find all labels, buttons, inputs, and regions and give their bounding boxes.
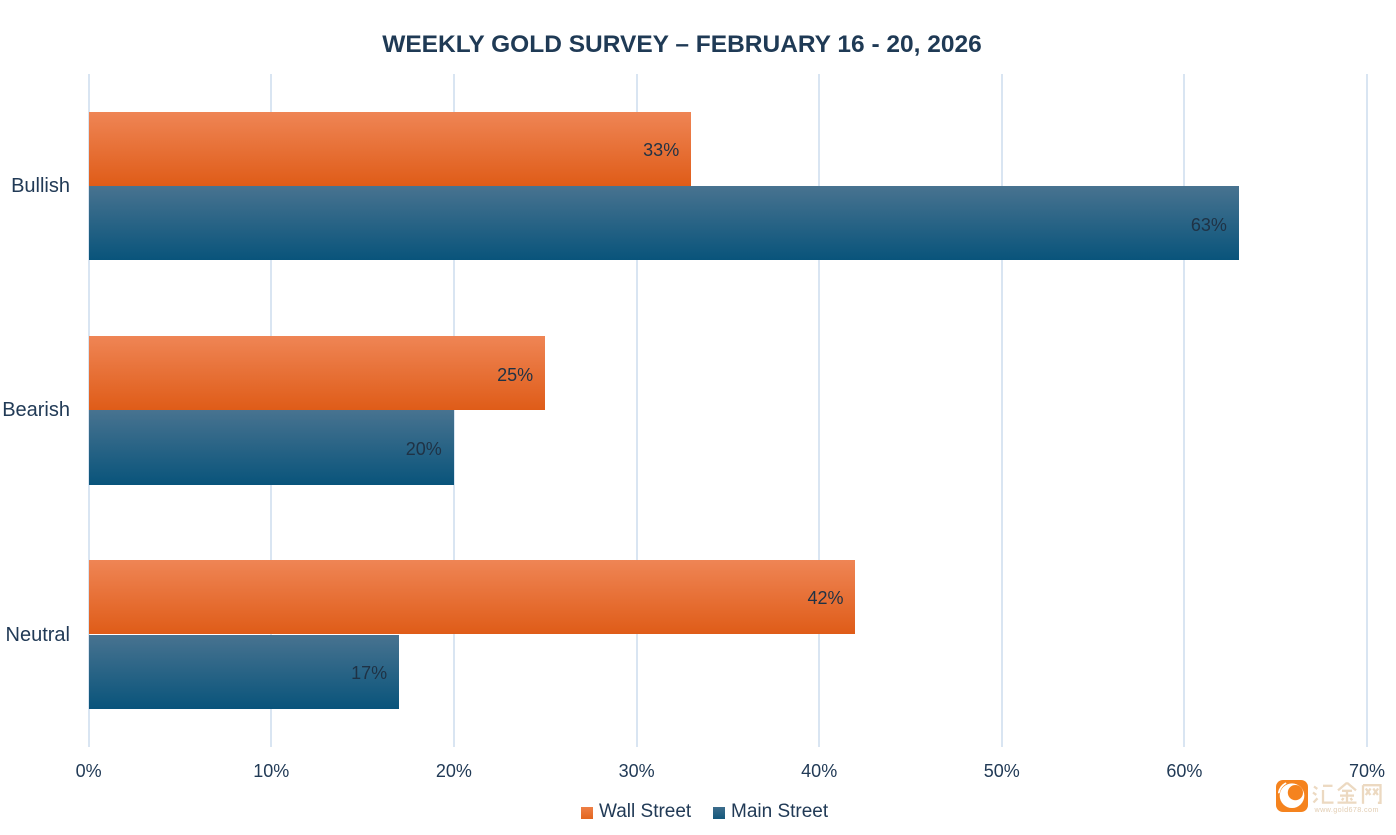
svg-text:www.gold678.com: www.gold678.com — [1314, 805, 1379, 814]
